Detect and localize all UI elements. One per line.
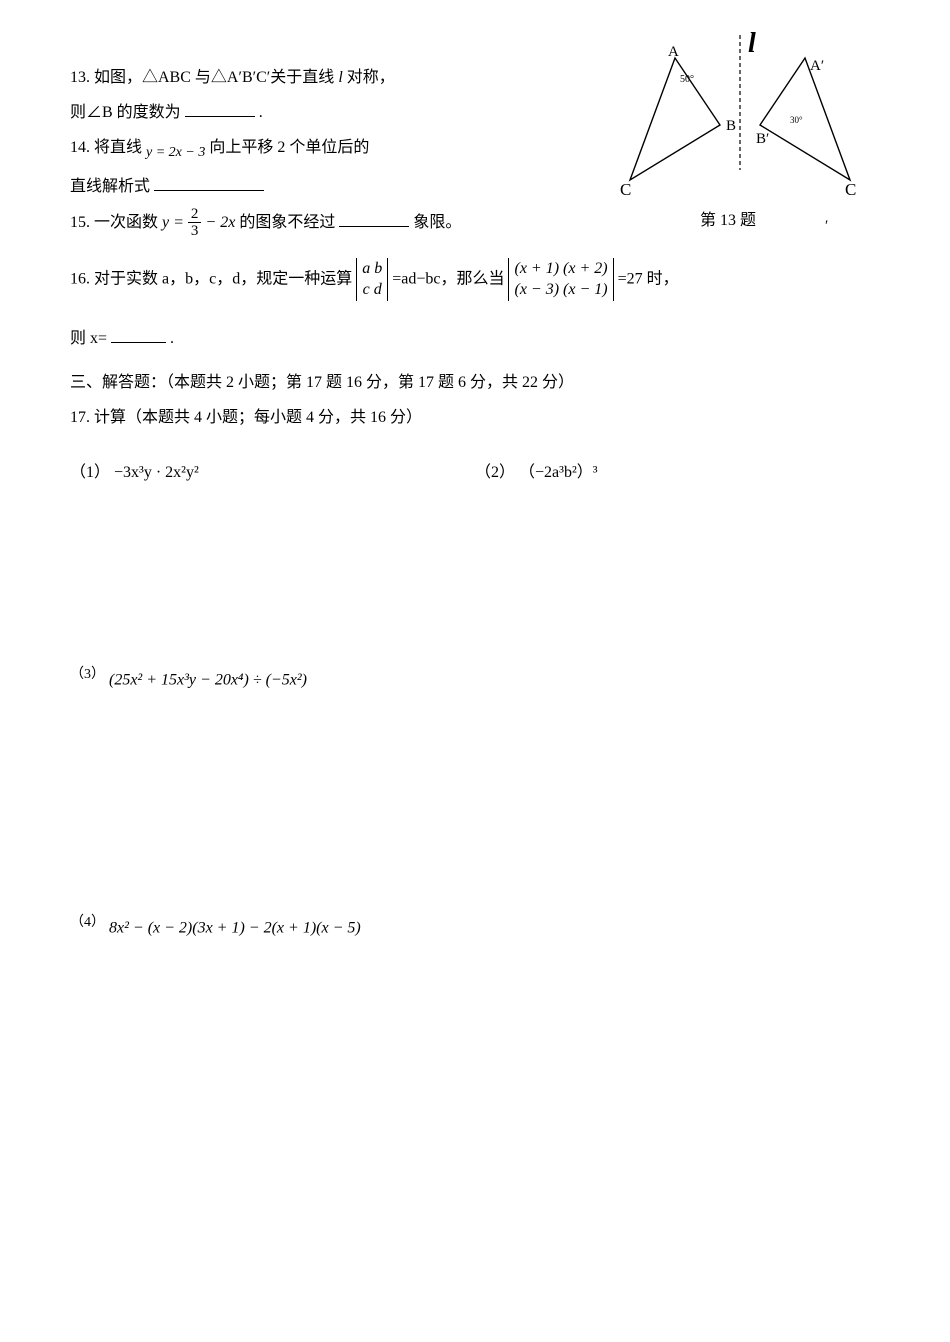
q17-p4-label: （4） [70, 915, 105, 930]
q13-line1: 13. 如图，△ABC 与△A′B′C′关于直线 l 对称， [70, 60, 590, 95]
q14-line2: 直线解析式 [70, 169, 590, 204]
q16-det2-r2: (x − 3) (x − 1) [514, 280, 607, 301]
q17-p3-label: （3） [70, 667, 105, 682]
q17-p3-expr: (25x² + 15x³y − 20x⁴) ÷ (−5x²) [109, 672, 307, 689]
svg-text:l: l [748, 30, 756, 59]
q17-p4-expr: 8x² − (x − 2)(3x + 1) − 2(x + 1)(x − 5) [109, 919, 361, 936]
q14-text3: 直线解析式 [70, 178, 154, 195]
q14-text1: 14. 将直线 [70, 139, 142, 156]
q16-det2-r1: (x + 1) (x + 2) [514, 259, 607, 280]
q13-blank [185, 101, 255, 117]
svg-text:A: A [668, 44, 679, 60]
q16-blank [111, 327, 166, 343]
svg-text:30°: 30° [790, 115, 803, 125]
q14-line1: 14. 将直线 y = 2x − 3 向上平移 2 个单位后的 [70, 130, 590, 169]
figure-13: l A 50° B C A′ B′ 30° C 第 13 题 ′ [590, 30, 870, 240]
q15-text2: 的图象不经过 [239, 214, 335, 231]
q13-text2a: 则∠B 的度数为 [70, 104, 185, 121]
q16-line2: 则 x= . [70, 321, 880, 356]
q14-blank [154, 175, 264, 191]
svg-text:C: C [845, 180, 856, 199]
q17-p2: （2） （−2a³b²）³ [475, 455, 880, 490]
q14-eq: y = 2x − 3 [146, 146, 205, 161]
q17-p4: （4） 8x² − (x − 2)(3x + 1) − 2(x + 1)(x −… [70, 908, 880, 946]
q16-text4: 则 x= [70, 330, 107, 347]
q17-p1-expr: −3x³y · 2x²y² [114, 464, 199, 481]
q15-eq-prefix: y = [162, 214, 184, 231]
q15-text3: 象限。 [413, 214, 461, 231]
q13-l: l [338, 69, 342, 86]
q16-det1-r2: c d [362, 280, 382, 301]
svg-text:B′: B′ [756, 131, 769, 147]
q17-p2-label: （2） [475, 464, 515, 481]
q16-text5: . [170, 330, 174, 347]
q15-line: 15. 一次函数 y = 2 3 − 2x 的图象不经过 象限。 [70, 205, 590, 240]
q17-p1: （1） −3x³y · 2x²y² [70, 455, 475, 490]
q16-det1-r1: a b [362, 259, 382, 280]
q15-text1: 15. 一次函数 [70, 214, 158, 231]
svg-text:C: C [620, 180, 631, 199]
q15-frac-num: 2 [188, 206, 202, 224]
q13-line2: 则∠B 的度数为 . [70, 95, 590, 130]
svg-text:′: ′ [825, 218, 828, 234]
q13-text2b: . [259, 104, 263, 121]
q15-frac-den: 3 [188, 223, 202, 240]
q16-det2: (x + 1) (x + 2) (x − 3) (x − 1) [508, 258, 613, 302]
svg-text:B: B [726, 118, 736, 134]
svg-text:50°: 50° [680, 74, 694, 85]
q16-text1: 16. 对于实数 a，b，c，d，规定一种运算 [70, 270, 352, 287]
q17-row1: （1） −3x³y · 2x²y² （2） （−2a³b²）³ [70, 455, 880, 490]
q15-blank [339, 211, 409, 227]
svg-text:第 13 题: 第 13 题 [700, 211, 756, 229]
q16-line1: 16. 对于实数 a，b，c，d，规定一种运算 a b c d =ad−bc，那… [70, 258, 880, 302]
q13-text1b: 对称， [347, 69, 395, 86]
q14-text2: 向上平移 2 个单位后的 [209, 139, 369, 156]
section3-heading: 三、解答题：（本题共 2 小题；第 17 题 16 分，第 17 题 6 分，共… [70, 365, 880, 400]
q16-det1: a b c d [356, 258, 388, 302]
q17-p2-expr: （−2a³b²）³ [519, 464, 598, 481]
q17-p3: （3） (25x² + 15x³y − 20x⁴) ÷ (−5x²) [70, 660, 880, 698]
q17-p1-label: （1） [70, 464, 110, 481]
q16-text2: =ad−bc，那么当 [392, 270, 504, 287]
svg-text:A′: A′ [810, 58, 824, 74]
q15-frac: 2 3 [188, 206, 202, 240]
q13-text1: 13. 如图，△ABC 与△A′B′C′关于直线 [70, 69, 334, 86]
q17-title: 17. 计算（本题共 4 小题；每小题 4 分，共 16 分） [70, 400, 880, 435]
q16-text3: =27 时， [618, 270, 679, 287]
q15-eq-suffix: − 2x [205, 214, 235, 231]
